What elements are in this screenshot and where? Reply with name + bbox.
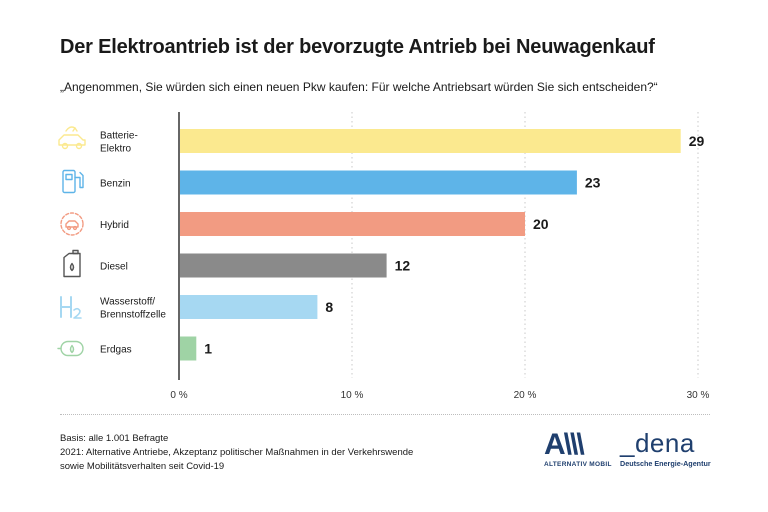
chart-subtitle: „Angenommen, Sie würden sich einen neuen… <box>60 80 658 94</box>
x-tick-label: 10 % <box>341 390 364 401</box>
jerry-can-icon <box>63 249 81 278</box>
category-label: Hybrid <box>100 220 129 231</box>
dena-logo: _dena Deutsche Energie-Agentur <box>620 428 712 468</box>
footnote-basis: Basis: alle 1.001 Befragte <box>60 433 169 444</box>
bar <box>180 170 577 195</box>
x-tick-label: 20 % <box>514 390 537 401</box>
electric-car-icon <box>58 126 86 150</box>
category-label-line: Elektro <box>100 144 132 155</box>
footer-separator <box>60 414 710 415</box>
fuel-pump-icon <box>62 169 84 194</box>
chart-title: Der Elektroantrieb ist der bevorzugte An… <box>60 36 655 58</box>
category-label-line: Batterie- <box>100 131 138 142</box>
data-label: 12 <box>395 258 411 274</box>
bar <box>180 295 318 319</box>
footnote-source-2: sowie Mobilitätsverhalten seit Covid-19 <box>60 461 225 472</box>
category-label-line: Wasserstoff/ <box>100 297 155 308</box>
dena-logo-mark: _dena <box>620 428 695 458</box>
category-label-line: Benzin <box>100 179 131 190</box>
category-labels: Batterie- Elektro Benzin Hybrid Diesel Wasser… <box>100 131 166 356</box>
x-axis-ticks: 0 % 10 % 20 % 30 % <box>170 390 709 401</box>
alternativ-mobil-logo-text: ALTERNATIV MOBIL <box>544 461 612 468</box>
category-label: Batterie- Elektro <box>100 131 138 155</box>
bar <box>180 253 387 278</box>
hybrid-car-icon <box>60 212 84 236</box>
bar <box>180 129 681 153</box>
category-label-line: Brennstoffzelle <box>100 310 166 321</box>
alternativ-mobil-logo: A\\\ ALTERNATIV MOBIL <box>544 428 614 469</box>
x-tick-label: 0 % <box>170 390 187 401</box>
data-label: 29 <box>689 133 705 149</box>
h2-icon <box>60 296 82 319</box>
category-label: Wasserstoff/Brennstoffzelle <box>100 297 166 321</box>
data-label: 20 <box>533 216 549 232</box>
bar <box>180 336 197 361</box>
category-label-line: Diesel <box>100 262 128 273</box>
category-icons <box>57 126 86 357</box>
x-tick-label: 30 % <box>687 390 710 401</box>
gridlines <box>351 112 699 378</box>
data-label: 1 <box>204 341 212 357</box>
category-label-line: Erdgas <box>100 345 132 356</box>
footnote-source-1: 2021: Alternative Antriebe, Akzeptanz po… <box>60 447 414 458</box>
data-label: 23 <box>585 175 601 191</box>
data-label: 8 <box>325 299 333 315</box>
category-label: Benzin <box>100 179 131 190</box>
category-label: Erdgas <box>100 345 132 356</box>
gas-tank-icon <box>57 340 84 357</box>
dena-logo-text: Deutsche Energie-Agentur <box>620 459 711 468</box>
alternativ-mobil-logo-mark: A\\\ <box>544 428 585 461</box>
bar <box>180 212 525 236</box>
category-label: Diesel <box>100 262 128 273</box>
category-label-line: Hybrid <box>100 220 129 231</box>
bars: 29 23 20 12 8 1 <box>180 129 704 361</box>
